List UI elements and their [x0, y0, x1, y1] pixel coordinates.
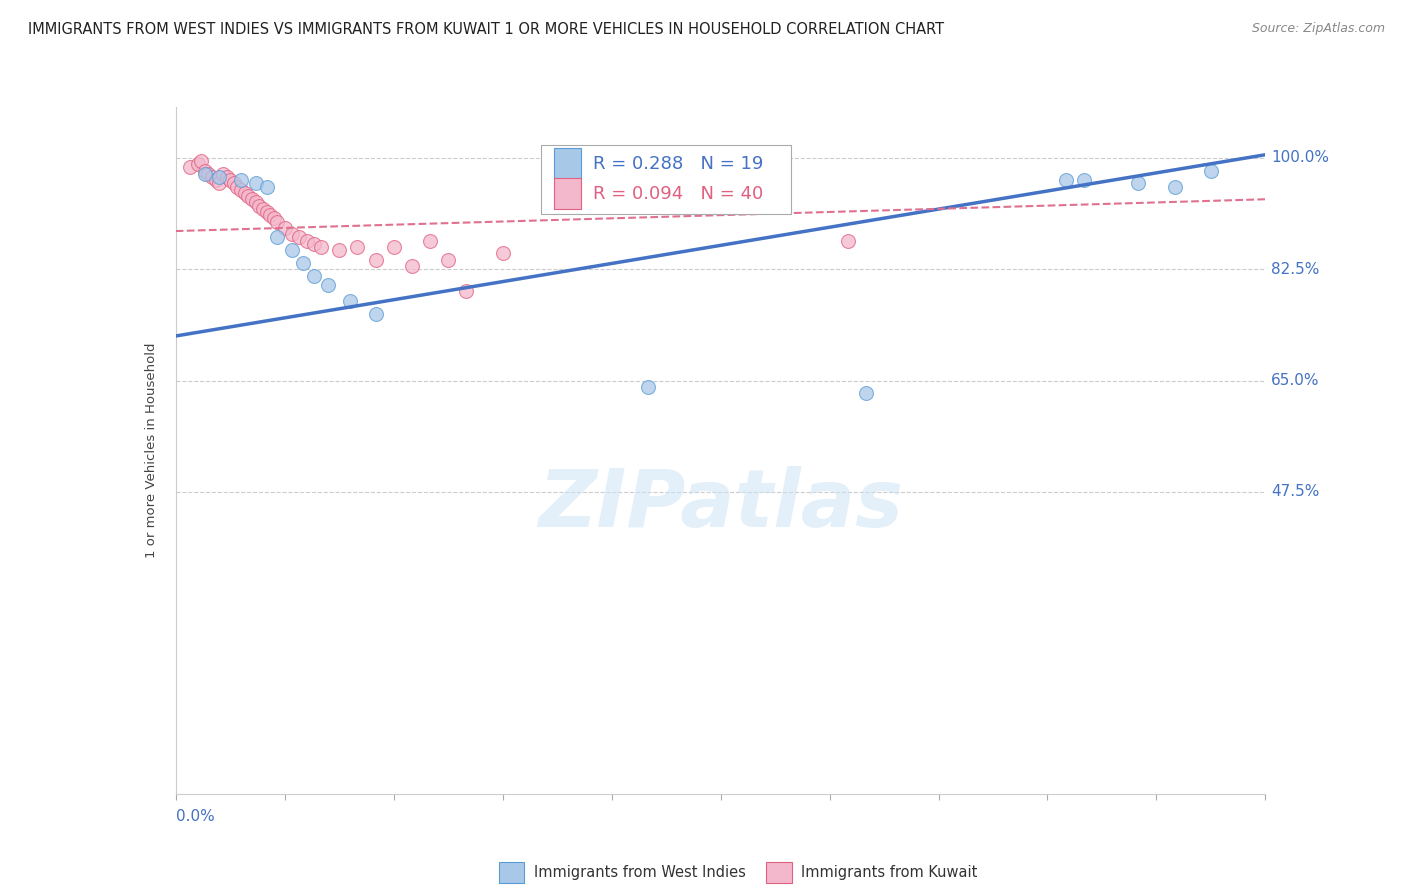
Point	[1054, 173, 1077, 187]
Text: Immigrants from Kuwait: Immigrants from Kuwait	[801, 865, 977, 880]
Point	[252, 202, 274, 216]
Point	[437, 252, 460, 267]
Point	[295, 234, 318, 248]
Point	[382, 240, 405, 254]
Point	[291, 256, 314, 270]
Point	[245, 195, 267, 210]
Point	[274, 220, 297, 235]
Point	[179, 161, 201, 175]
Point	[837, 234, 859, 248]
Point	[231, 173, 253, 187]
Point	[364, 307, 387, 321]
Point	[204, 173, 226, 187]
Point	[419, 234, 441, 248]
Point	[222, 177, 245, 191]
Point	[212, 167, 235, 181]
Point	[456, 285, 478, 299]
Text: 0.0%: 0.0%	[176, 809, 215, 824]
Point	[288, 230, 311, 244]
Point	[215, 169, 238, 184]
Point	[197, 167, 219, 181]
Point	[194, 167, 217, 181]
Y-axis label: 1 or more Vehicles in Household: 1 or more Vehicles in Household	[145, 343, 157, 558]
Point	[339, 293, 361, 308]
FancyBboxPatch shape	[541, 145, 792, 213]
Text: 47.5%: 47.5%	[1271, 484, 1319, 500]
Point	[302, 268, 325, 283]
FancyBboxPatch shape	[554, 148, 581, 179]
Point	[346, 240, 368, 254]
Point	[281, 227, 304, 242]
Text: IMMIGRANTS FROM WEST INDIES VS IMMIGRANTS FROM KUWAIT 1 OR MORE VEHICLES IN HOUS: IMMIGRANTS FROM WEST INDIES VS IMMIGRANT…	[28, 22, 945, 37]
FancyBboxPatch shape	[554, 178, 581, 210]
Point	[190, 154, 212, 169]
Text: 82.5%: 82.5%	[1271, 261, 1319, 277]
Point	[1073, 173, 1095, 187]
Point	[245, 177, 267, 191]
Point	[309, 240, 332, 254]
Point	[259, 208, 281, 222]
Point	[364, 252, 387, 267]
Point	[240, 192, 263, 206]
Point	[281, 243, 304, 257]
Point	[194, 163, 217, 178]
Point	[637, 380, 659, 394]
Point	[318, 278, 340, 293]
Point	[238, 189, 260, 203]
Text: R = 0.094   N = 40: R = 0.094 N = 40	[593, 186, 763, 203]
Point	[855, 386, 877, 401]
Text: R = 0.288   N = 19: R = 0.288 N = 19	[593, 155, 763, 173]
Point	[302, 236, 325, 251]
Point	[186, 157, 209, 171]
Point	[219, 173, 242, 187]
Point	[401, 259, 423, 273]
Point	[1199, 163, 1222, 178]
Text: Source: ZipAtlas.com: Source: ZipAtlas.com	[1251, 22, 1385, 36]
Point	[208, 177, 231, 191]
Text: Immigrants from West Indies: Immigrants from West Indies	[534, 865, 747, 880]
Point	[231, 183, 253, 197]
Point	[247, 199, 270, 213]
Text: 65.0%: 65.0%	[1271, 373, 1319, 388]
Point	[266, 214, 288, 228]
Point	[256, 179, 278, 194]
Point	[233, 186, 256, 200]
Point	[256, 205, 278, 219]
Point	[1128, 177, 1150, 191]
Point	[208, 169, 231, 184]
Text: 100.0%: 100.0%	[1271, 151, 1329, 165]
Point	[1163, 179, 1185, 194]
Point	[263, 211, 285, 226]
Point	[492, 246, 515, 260]
Point	[201, 169, 224, 184]
Point	[226, 179, 249, 194]
Point	[266, 230, 288, 244]
Text: ZIPatlas: ZIPatlas	[538, 467, 903, 544]
Point	[328, 243, 350, 257]
